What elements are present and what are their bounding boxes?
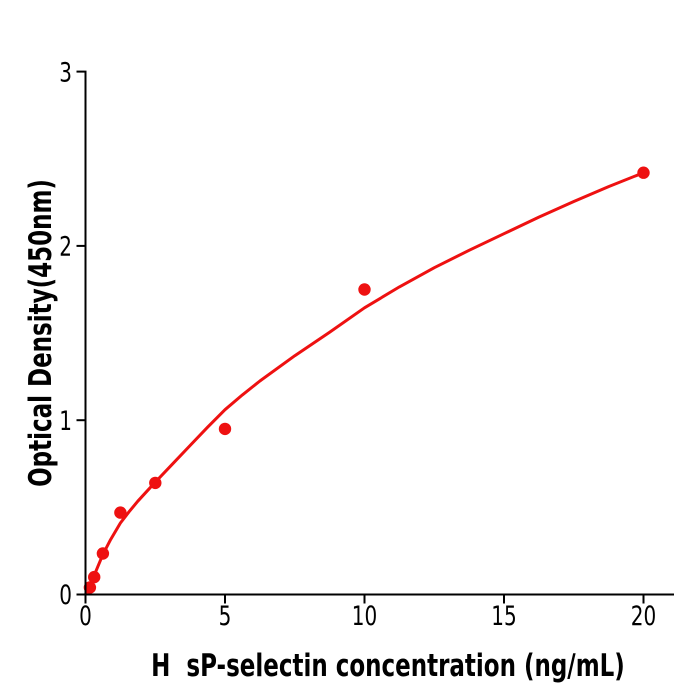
y-tick-label: 1 — [59, 405, 72, 437]
data-point — [149, 476, 162, 490]
y-axis-title: Optical Density(450nm) — [24, 179, 59, 487]
x-tick-label: 5 — [219, 600, 232, 632]
data-point — [83, 581, 97, 594]
x-tick-label: 10 — [352, 600, 377, 632]
x-axis-title: H sP-selectin concentration (ng/mL) — [151, 649, 625, 684]
data-point — [358, 283, 371, 296]
y-tick-label: 3 — [59, 56, 72, 88]
data-point — [637, 166, 650, 179]
data-point — [88, 570, 101, 584]
plot-layer: 0 5 10 15 20 0 1 2 3 — [59, 56, 674, 632]
x-tick-label: 0 — [79, 600, 92, 632]
data-point — [114, 506, 127, 519]
data-point — [218, 422, 232, 436]
x-tick-label: 20 — [631, 600, 656, 632]
fit-curve-path — [84, 171, 645, 596]
y-tick-label: 2 — [59, 231, 72, 263]
y-tick-label: 0 — [59, 579, 72, 611]
data-point — [96, 547, 110, 560]
x-tick-label: 15 — [491, 600, 516, 632]
